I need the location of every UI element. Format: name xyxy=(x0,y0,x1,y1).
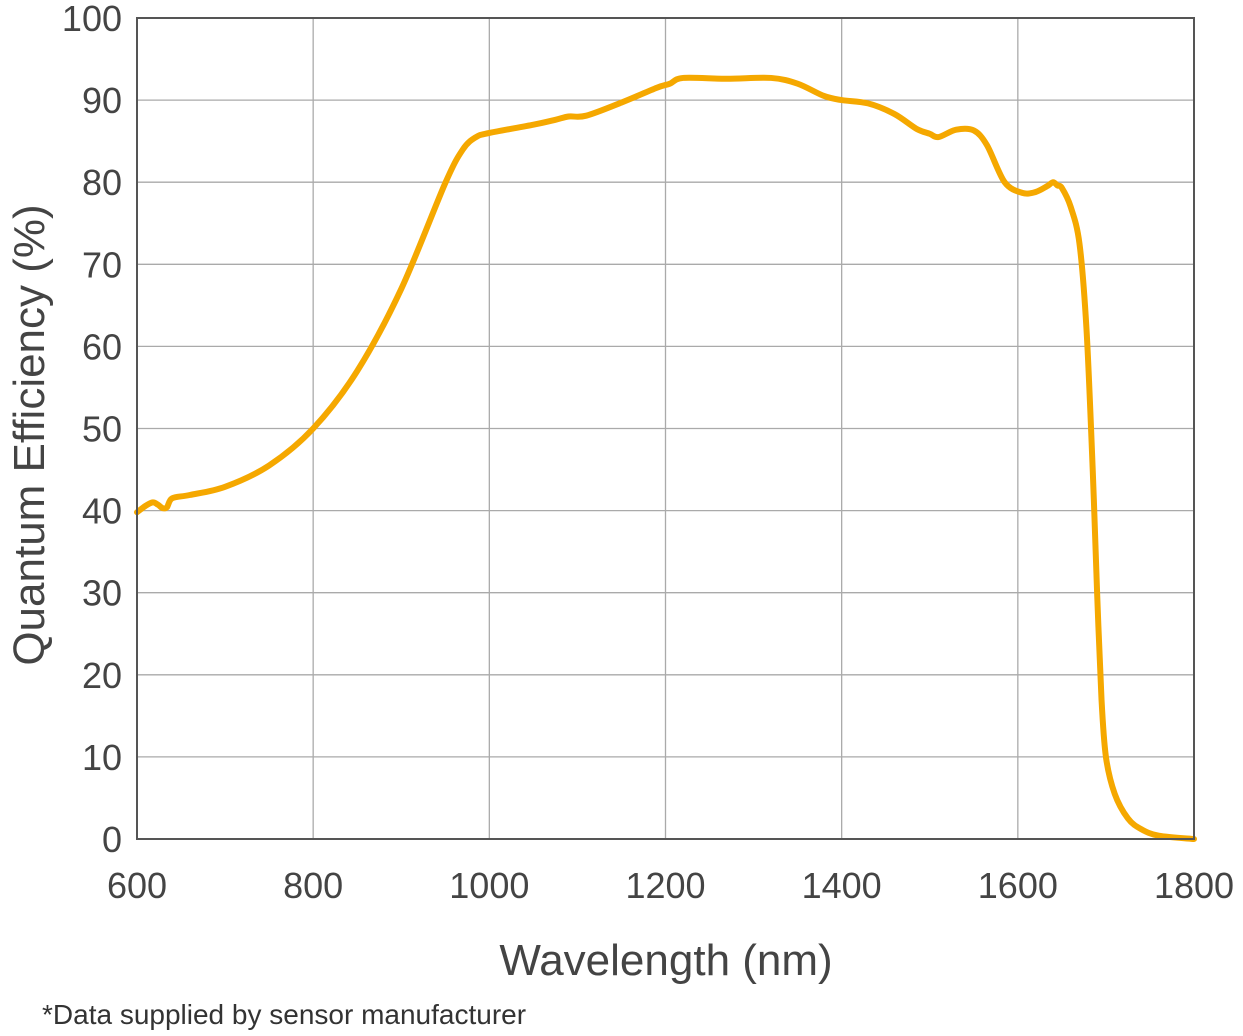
y-tick-label: 70 xyxy=(82,244,122,285)
y-tick-label: 50 xyxy=(82,409,122,450)
y-tick-label: 80 xyxy=(82,162,122,203)
x-tick-label: 1800 xyxy=(1154,865,1234,906)
y-tick-label: 100 xyxy=(62,0,122,39)
y-tick-label: 0 xyxy=(102,819,122,860)
x-tick-label: 1400 xyxy=(802,865,882,906)
tick-labels: 600 800 1000 1200 1400 1600 1800 0 10 20 30 40 50 60 7… xyxy=(62,0,1234,906)
x-tick-label: 1600 xyxy=(978,865,1058,906)
x-tick-label: 600 xyxy=(107,865,167,906)
x-tick-label: 1000 xyxy=(449,865,529,906)
footnote: *Data supplied by sensor manufacturer xyxy=(42,999,526,1030)
x-tick-label: 1200 xyxy=(625,865,705,906)
y-tick-label: 10 xyxy=(82,737,122,778)
y-tick-label: 30 xyxy=(82,573,122,614)
x-axis-label: Wavelength (nm) xyxy=(499,936,832,985)
plot-frame xyxy=(136,17,1195,840)
y-tick-label: 60 xyxy=(82,326,122,367)
y-tick-label: 20 xyxy=(82,655,122,696)
y-axis-label: Quantum Efficiency (%) xyxy=(5,204,54,665)
y-tick-label: 40 xyxy=(82,491,122,532)
x-tick-label: 800 xyxy=(283,865,343,906)
qe-curve xyxy=(134,74,1197,842)
y-tick-label: 90 xyxy=(82,80,122,121)
grid xyxy=(136,17,1195,840)
